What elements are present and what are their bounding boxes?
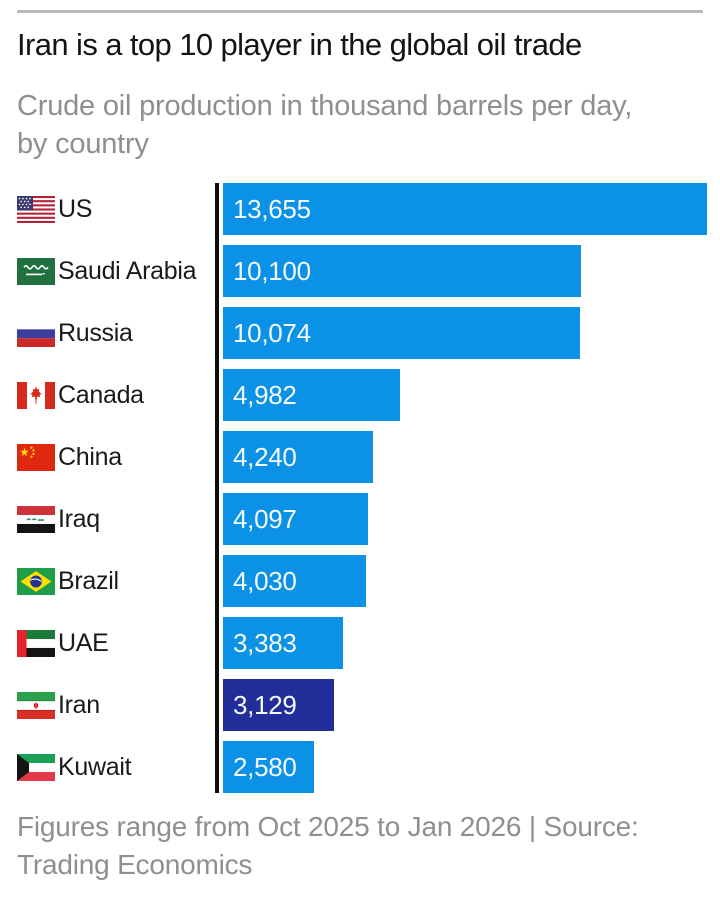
bar-track: 10,100 — [223, 245, 707, 297]
chart-row-us: US 13,655 — [17, 183, 707, 235]
uae-flag — [17, 629, 55, 657]
country-label: US — [58, 194, 93, 223]
bar-track: 3,383 — [223, 617, 707, 669]
chart-rows: US 13,655 Saudi Arabia 10,100 Russia 10,074… — [17, 183, 707, 793]
y-axis-line — [215, 183, 219, 793]
bar-value-label: 4,982 — [233, 379, 297, 410]
bar-kuwait: 2,580 — [223, 741, 315, 793]
chart-row-saudi-arabia: Saudi Arabia 10,100 — [17, 245, 703, 297]
bar-canada: 4,982 — [223, 369, 400, 421]
subtitle-line-2: by country — [17, 128, 149, 160]
country-label: Russia — [58, 318, 133, 347]
bar-us: 13,655 — [223, 183, 707, 235]
iraq-flag — [17, 505, 55, 533]
chart-row-china: China 4,240 — [17, 431, 703, 483]
bar-value-label: 3,129 — [233, 689, 297, 720]
country-label: China — [58, 442, 122, 471]
country-label: UAE — [58, 628, 109, 657]
chart-row-uae: UAE 3,383 — [17, 617, 703, 669]
top-rule — [17, 10, 703, 13]
bar-uae: 3,383 — [223, 617, 343, 669]
source-note: Figures range from Oct 2025 to Jan 2026 … — [17, 808, 703, 884]
bar-russia: 10,074 — [223, 307, 581, 359]
bar-value-label: 2,580 — [233, 751, 297, 782]
bar-track: 10,074 — [223, 307, 707, 359]
bar-value-label: 4,097 — [233, 503, 297, 534]
bar-value-label: 13,655 — [233, 193, 311, 224]
bar-track: 13,655 — [223, 183, 707, 235]
row-label-cell: Russia — [17, 307, 219, 359]
kuwait-flag — [17, 753, 55, 781]
bar-iraq: 4,097 — [223, 493, 369, 545]
country-label: Canada — [58, 380, 144, 409]
bar-saudi-arabia: 10,100 — [223, 245, 581, 297]
country-label: Iran — [58, 690, 100, 719]
bar-track: 4,982 — [223, 369, 707, 421]
chart-row-kuwait: Kuwait 2,580 — [17, 741, 703, 793]
row-label-cell: Saudi Arabia — [17, 245, 219, 297]
bar-track: 4,097 — [223, 493, 707, 545]
chart-row-iran: Iran 3,129 — [17, 679, 703, 731]
row-label-cell: US — [17, 183, 219, 235]
chart-row-russia: Russia 10,074 — [17, 307, 703, 359]
bar-value-label: 4,030 — [233, 565, 297, 596]
bar-value-label: 10,100 — [233, 255, 311, 286]
bar-track: 4,240 — [223, 431, 707, 483]
iran-flag — [17, 691, 55, 719]
country-label: Brazil — [58, 566, 119, 595]
canada-flag — [17, 381, 55, 409]
country-label: Iraq — [58, 504, 100, 533]
source-line-1: Figures range from Oct 2025 to Jan 2026 … — [17, 811, 639, 842]
bar-track: 3,129 — [223, 679, 707, 731]
chart-title: Iran is a top 10 player in the global oi… — [17, 27, 582, 62]
chart-subtitle: Crude oil production in thousand barrels… — [17, 87, 703, 163]
us-flag — [17, 195, 55, 223]
bar-china: 4,240 — [223, 431, 374, 483]
bar-brazil: 4,030 — [223, 555, 366, 607]
chart-row-canada: Canada 4,982 — [17, 369, 703, 421]
chart-row-brazil: Brazil 4,030 — [17, 555, 703, 607]
row-label-cell: China — [17, 431, 219, 483]
row-label-cell: Canada — [17, 369, 219, 421]
subtitle-line-1: Crude oil production in thousand barrels… — [17, 90, 633, 122]
row-label-cell: Iran — [17, 679, 219, 731]
row-label-cell: Kuwait — [17, 741, 219, 793]
bar-value-label: 4,240 — [233, 441, 297, 472]
source-line-2: Trading Economics — [17, 849, 253, 880]
bar-value-label: 10,074 — [233, 317, 311, 348]
bar-track: 2,580 — [223, 741, 707, 793]
bar-track: 4,030 — [223, 555, 707, 607]
row-label-cell: UAE — [17, 617, 219, 669]
row-label-cell: Brazil — [17, 555, 219, 607]
bar-chart: US 13,655 Saudi Arabia 10,100 Russia 10,074… — [17, 183, 707, 793]
bar-value-label: 3,383 — [233, 627, 297, 658]
chart-card: Iran is a top 10 player in the global oi… — [0, 10, 720, 884]
bar-iran: 3,129 — [223, 679, 334, 731]
brazil-flag — [17, 567, 55, 595]
saudi-arabia-flag — [17, 257, 55, 285]
china-flag — [17, 443, 55, 471]
row-label-cell: Iraq — [17, 493, 219, 545]
country-label: Kuwait — [58, 752, 132, 781]
country-label: Saudi Arabia — [58, 256, 197, 285]
russia-flag — [17, 319, 55, 347]
chart-row-iraq: Iraq 4,097 — [17, 493, 703, 545]
